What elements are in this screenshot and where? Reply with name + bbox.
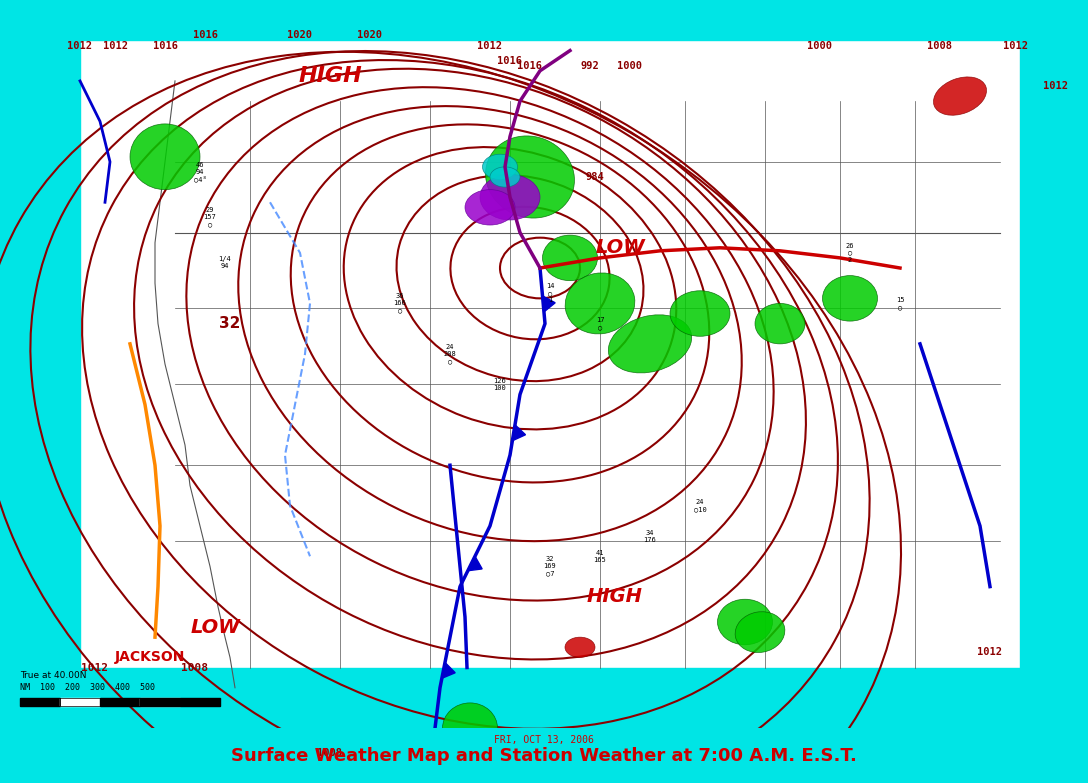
Ellipse shape — [565, 637, 595, 658]
Polygon shape — [468, 556, 482, 571]
Ellipse shape — [480, 175, 540, 220]
Text: 984: 984 — [585, 172, 604, 182]
Ellipse shape — [565, 273, 635, 334]
Text: 36
166
○: 36 166 ○ — [394, 294, 407, 313]
Text: HIGH: HIGH — [298, 66, 362, 86]
Text: 1000: 1000 — [807, 41, 832, 51]
Text: NM  100  200  300  400  500: NM 100 200 300 400 500 — [20, 684, 154, 692]
Text: 1020: 1020 — [287, 31, 312, 41]
Polygon shape — [20, 698, 60, 706]
Polygon shape — [140, 698, 220, 706]
Ellipse shape — [934, 77, 987, 115]
Text: 1012: 1012 — [82, 662, 109, 673]
Text: 24
○10: 24 ○10 — [694, 500, 706, 512]
Text: 1008: 1008 — [182, 662, 209, 673]
Text: 1012: 1012 — [478, 41, 503, 51]
Text: 1000: 1000 — [618, 61, 643, 70]
Text: 1012: 1012 — [1042, 81, 1067, 91]
Text: LOW: LOW — [595, 238, 645, 258]
Polygon shape — [60, 698, 100, 706]
Text: LOW: LOW — [190, 618, 239, 637]
Text: JACKSON: JACKSON — [115, 651, 185, 665]
Ellipse shape — [485, 136, 574, 218]
Text: 1016: 1016 — [518, 61, 543, 70]
Polygon shape — [442, 662, 455, 678]
Ellipse shape — [670, 290, 730, 336]
Text: 34
176: 34 176 — [644, 529, 656, 543]
Ellipse shape — [543, 235, 597, 280]
Text: 126
100: 126 100 — [494, 378, 506, 391]
Text: 32: 32 — [220, 316, 240, 331]
Ellipse shape — [717, 599, 772, 644]
Polygon shape — [81, 667, 1021, 728]
Ellipse shape — [490, 167, 520, 187]
Ellipse shape — [482, 154, 518, 179]
Text: 1012: 1012 — [102, 41, 127, 51]
Text: 1012: 1012 — [1002, 41, 1027, 51]
Ellipse shape — [608, 315, 692, 373]
Ellipse shape — [755, 303, 805, 344]
Text: 32
169
○7: 32 169 ○7 — [544, 557, 556, 576]
Polygon shape — [512, 424, 526, 441]
Text: 26
○
2: 26 ○ 2 — [845, 243, 854, 263]
Text: True at 40.00N: True at 40.00N — [20, 671, 87, 680]
Polygon shape — [543, 296, 555, 312]
Text: 1016: 1016 — [152, 41, 177, 51]
Ellipse shape — [823, 276, 878, 321]
Polygon shape — [140, 698, 180, 706]
Text: HIGH: HIGH — [588, 587, 643, 606]
Text: 17
○: 17 ○ — [596, 317, 604, 330]
Text: 46
94
○4⁸: 46 94 ○4⁸ — [194, 161, 207, 182]
Ellipse shape — [735, 612, 784, 652]
Text: Surface Weather Map and Station Weather at 7:00 A.M. E.S.T.: Surface Weather Map and Station Weather … — [231, 747, 857, 764]
Text: 992: 992 — [581, 61, 599, 70]
FancyBboxPatch shape — [81, 20, 1040, 718]
Text: 1016: 1016 — [497, 56, 522, 66]
Polygon shape — [1021, 0, 1088, 728]
Ellipse shape — [465, 189, 515, 225]
Text: 15
○: 15 ○ — [895, 297, 904, 310]
Text: 1012: 1012 — [67, 41, 92, 51]
Text: FRI, OCT 13, 2006: FRI, OCT 13, 2006 — [494, 735, 594, 745]
Text: 24
208
○: 24 208 ○ — [444, 344, 456, 364]
Polygon shape — [100, 698, 140, 706]
Text: 41
165: 41 165 — [594, 550, 606, 563]
Ellipse shape — [443, 703, 497, 753]
Text: 1020: 1020 — [358, 31, 383, 41]
Text: 29
157
○: 29 157 ○ — [203, 207, 217, 227]
Text: 1016: 1016 — [193, 31, 218, 41]
Polygon shape — [0, 0, 81, 728]
Text: 14
○
1: 14 ○ 1 — [546, 283, 554, 303]
Ellipse shape — [129, 124, 200, 189]
Polygon shape — [81, 0, 1021, 41]
Text: 1008: 1008 — [318, 749, 343, 759]
Text: 1008: 1008 — [927, 41, 952, 51]
Text: 1012: 1012 — [977, 648, 1002, 658]
Text: 1/4
94: 1/4 94 — [219, 257, 232, 269]
